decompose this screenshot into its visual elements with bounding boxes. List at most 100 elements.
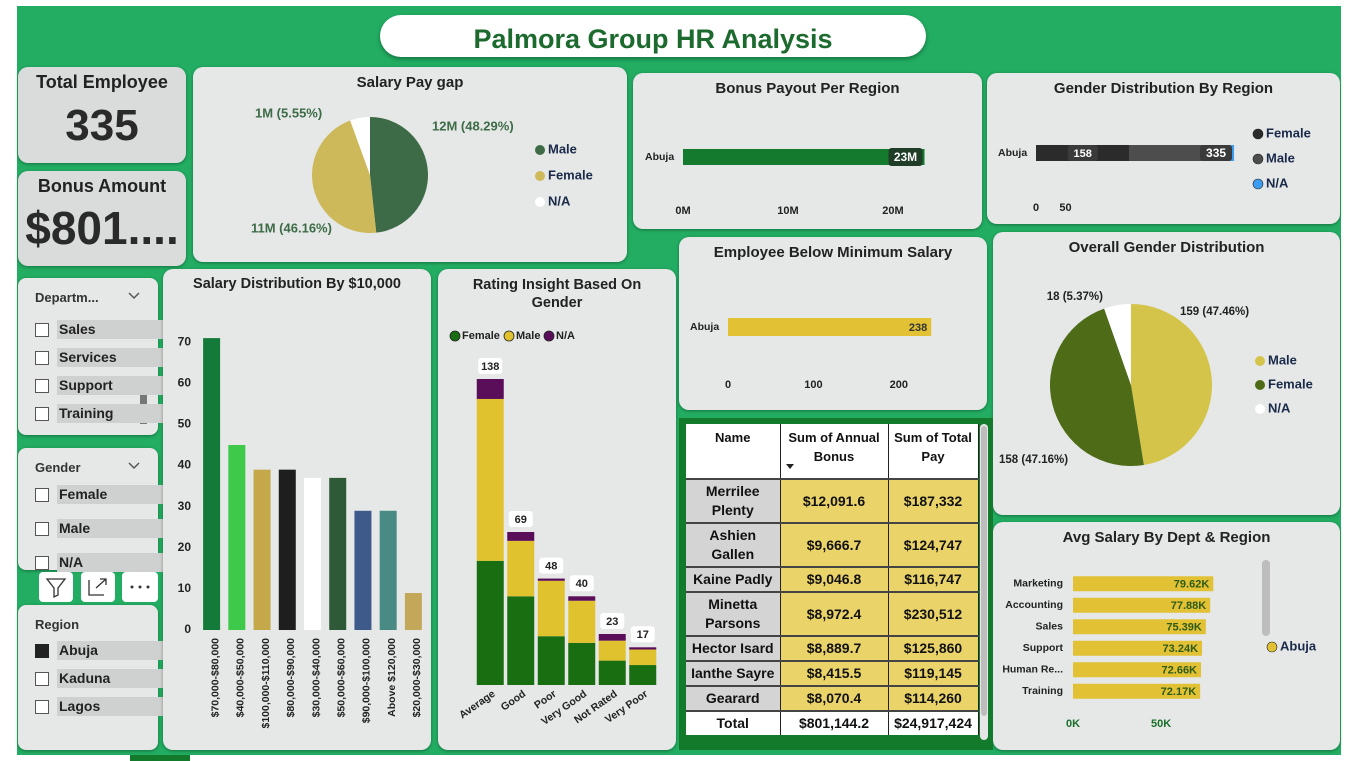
slicer-item[interactable]: Services	[35, 348, 165, 368]
table-cell: $187,332	[888, 478, 979, 523]
visual-toolbar[interactable]	[36, 571, 166, 603]
x-tick-label: Above $120,000	[386, 638, 398, 717]
slicer: Region Abuja Kaduna Lagos	[18, 605, 165, 750]
checkbox[interactable]	[35, 700, 49, 714]
total-box	[569, 575, 594, 592]
table-cell: Kaine Padly	[686, 566, 781, 592]
chart-title: Bonus Payout Per Region	[715, 80, 900, 97]
table-total-cell: Total	[686, 710, 781, 735]
x-tick-label: Good	[499, 688, 528, 714]
checkbox[interactable]	[35, 522, 49, 536]
table-cell: Ianthe Sayre	[686, 660, 781, 686]
bar	[537, 578, 565, 581]
x-tick-label: $40,000-$50,000	[235, 638, 247, 718]
checkbox[interactable]	[35, 351, 49, 365]
y-tick-label: Human Re...	[1002, 664, 1063, 676]
chart: 159 (47.46%) 158 (47.16%) 18 (5.37%) Male Fe…	[999, 291, 1313, 466]
table-cell: Minetta Parsons	[686, 591, 781, 636]
slicer-item[interactable]: Abuja	[35, 641, 165, 661]
legend-label: Male	[1266, 150, 1295, 165]
data-label: 159 (47.46%)	[1180, 306, 1249, 318]
slicer-item[interactable]: Lagos	[35, 697, 165, 717]
chart: 0K 50K Marketing Accounting Sales Support Huma…	[1002, 576, 1317, 730]
x-tick-label: $80,000-$90,000	[285, 638, 297, 718]
chart-panel: 0 100 200 Abuja 238 Employee Below Minimum Sa…	[679, 237, 987, 410]
checkbox[interactable]	[35, 644, 49, 658]
x-tick-label: 50	[1059, 202, 1071, 214]
x-tick-label: $70,000-$80,000	[209, 638, 221, 718]
chart-panel: 0K 50K Marketing Accounting Sales Support Huma…	[993, 522, 1340, 750]
bar	[507, 540, 535, 597]
x-tick-label: $90,000-$100,000	[361, 638, 373, 723]
x-tick-label: Average	[457, 688, 498, 721]
bar	[507, 596, 535, 685]
bar	[304, 477, 321, 630]
checkbox[interactable]	[35, 556, 49, 570]
y-tick-label: 20	[178, 540, 192, 554]
legend-marker	[1255, 380, 1265, 390]
column-header: Sum of Total Pay	[888, 424, 979, 479]
legend-label: Male	[548, 141, 577, 156]
table-cell: $8,889.7	[780, 635, 889, 661]
checkbox[interactable]	[35, 323, 49, 337]
data-label: 75.39K	[1166, 622, 1202, 634]
x-tick-label: 50K	[1151, 718, 1171, 730]
bar	[379, 510, 397, 630]
bar	[598, 634, 626, 641]
slicer-item-label: Abuja	[57, 641, 165, 660]
table-row: Ianthe Sayre $8,415.5 $119,145	[686, 660, 979, 686]
bar	[683, 149, 925, 165]
data-label: 158 (47.16%)	[999, 454, 1068, 466]
slicer: Gender Female Male N/A	[18, 448, 165, 573]
slicer-item-label: Support	[57, 376, 165, 395]
legend-label: N/A	[1266, 175, 1289, 190]
y-tick-label: Abuja	[645, 151, 674, 163]
y-tick-label: 70	[178, 334, 192, 348]
y-tick-label: Training	[1022, 685, 1063, 697]
total-box	[478, 358, 503, 374]
x-tick-label: 10M	[777, 205, 798, 217]
legend-label: Male	[1268, 352, 1297, 367]
total-label: 40	[576, 578, 588, 590]
chart-title: Rating Insight Based On Gender	[472, 277, 642, 311]
data-label: 11M (46.16%)	[251, 220, 332, 235]
pie-slice	[1050, 308, 1144, 466]
slicer-title: Departm...	[35, 290, 99, 305]
x-tick-label: $100,000-$110,000	[260, 638, 272, 729]
legend-marker	[535, 145, 545, 155]
table-header: Name Sum of Annual Bonus Sum of Total Pay	[686, 424, 979, 479]
legend-label: Female	[1268, 376, 1313, 391]
checkbox[interactable]	[35, 488, 49, 502]
legend-marker	[449, 330, 461, 342]
table-row: Ashien Gallen $9,666.7 $124,747	[686, 522, 979, 567]
x-tick-label: 20M	[882, 205, 903, 217]
y-tick-label: Marketing	[1013, 578, 1063, 590]
bar	[476, 379, 504, 399]
checkbox[interactable]	[35, 379, 49, 393]
slicer-item[interactable]: N/A	[35, 553, 165, 573]
legend-marker	[535, 197, 545, 207]
slicer-item[interactable]: Female	[35, 485, 165, 505]
slicer-item[interactable]: Kaduna	[35, 669, 165, 689]
bar	[404, 593, 422, 630]
y-tick-label: Abuja	[690, 321, 719, 333]
slicer-item[interactable]: Support	[35, 376, 165, 396]
bar	[1073, 619, 1206, 635]
checkbox[interactable]	[35, 672, 49, 686]
data-label: 77.88K	[1171, 600, 1207, 612]
bar	[476, 560, 504, 685]
table-cell: $8,070.4	[780, 685, 889, 711]
bar	[1073, 683, 1201, 699]
checkbox[interactable]	[35, 407, 49, 421]
legend-label: Male	[516, 330, 540, 342]
chart: 0M 10M 20M Abuja 23M	[645, 148, 925, 217]
data-label: 73.24K	[1163, 643, 1199, 655]
chart: 0 10 20 30 40 50 60 70 $70,000-$80,000 $40,000-$5…	[178, 334, 424, 729]
slicer-item[interactable]: Training	[35, 404, 165, 424]
y-tick-label: 40	[178, 458, 192, 472]
legend-marker	[1252, 178, 1264, 190]
chart-scrollbar	[1262, 560, 1270, 636]
slicer-item[interactable]: Sales	[35, 320, 165, 340]
kpi-value: $801....	[25, 202, 179, 254]
slicer-item[interactable]: Male	[35, 519, 165, 539]
